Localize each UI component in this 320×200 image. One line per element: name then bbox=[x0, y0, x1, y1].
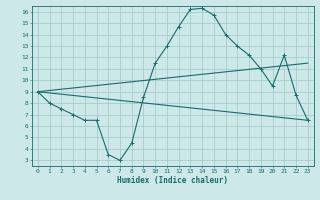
X-axis label: Humidex (Indice chaleur): Humidex (Indice chaleur) bbox=[117, 176, 228, 185]
